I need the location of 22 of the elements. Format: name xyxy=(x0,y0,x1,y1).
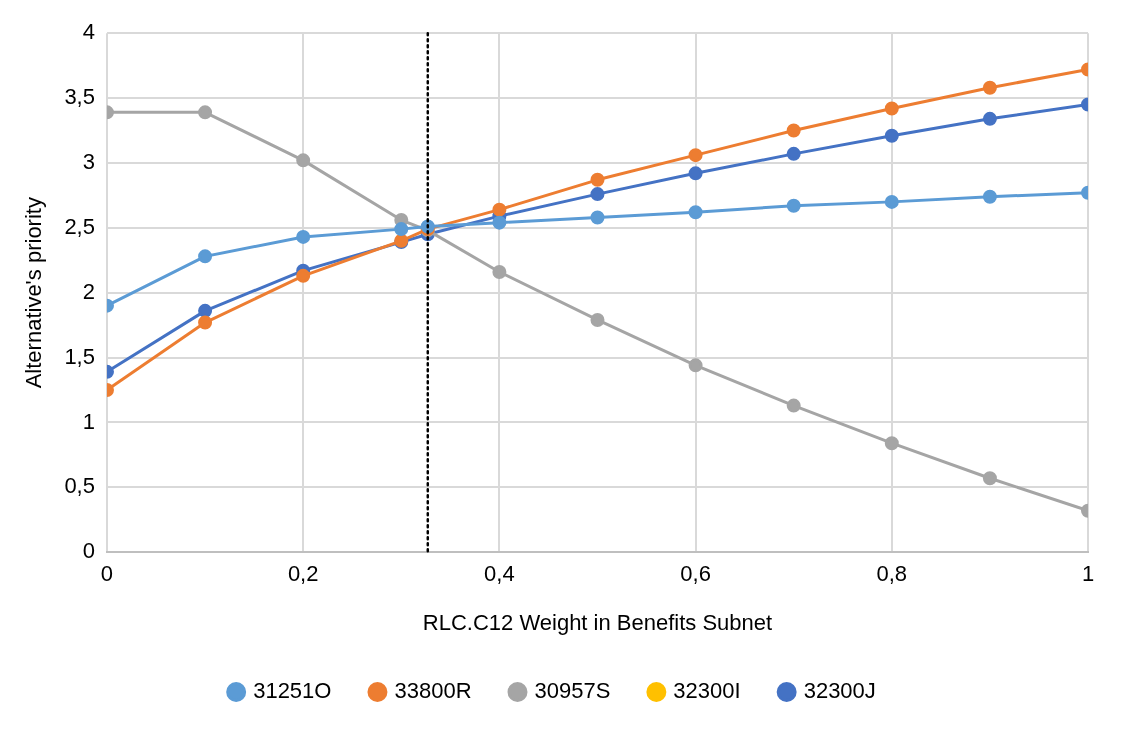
x-tick-label: 0,8 xyxy=(876,561,908,587)
legend-label: 30957S xyxy=(534,678,611,704)
legend-label: 33800R xyxy=(394,678,472,704)
x-tick-label: 0,2 xyxy=(287,561,319,587)
y-tick-label: 3,5 xyxy=(64,84,95,110)
x-axis-title: RLC.C12 Weight in Benefits Subnet xyxy=(422,609,773,635)
legend-label: 31251O xyxy=(253,678,332,704)
legend-label: 32300I xyxy=(673,678,741,704)
x-tick-label: 0,6 xyxy=(680,561,711,587)
x-tick-label: 1 xyxy=(1081,561,1095,587)
y-tick-label: 2,5 xyxy=(64,213,95,239)
legend-label: 32300J xyxy=(803,678,876,704)
y-tick-label: 4 xyxy=(82,19,95,45)
y-tick-label: 3 xyxy=(82,149,95,175)
x-tick-label: 0 xyxy=(100,561,114,587)
y-tick-label: 0,5 xyxy=(64,473,95,499)
y-axis-title: Alternative's priority xyxy=(21,197,47,389)
y-tick-label: 0 xyxy=(82,538,95,564)
y-tick-label: 1,5 xyxy=(64,343,95,369)
y-tick-label: 1 xyxy=(82,408,95,434)
x-tick-label: 0,4 xyxy=(484,561,515,587)
y-tick-label: 2 xyxy=(82,278,95,304)
